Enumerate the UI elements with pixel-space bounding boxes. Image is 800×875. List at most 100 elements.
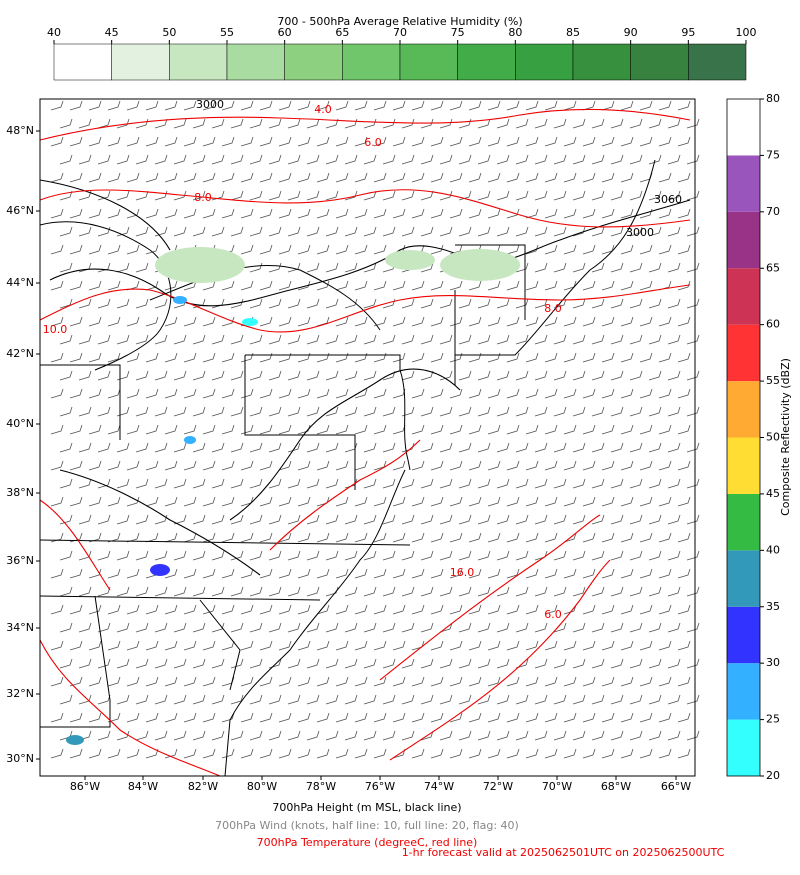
wind-barb [183, 568, 197, 579]
wind-barb [278, 568, 292, 579]
wind-barb [88, 208, 102, 219]
wind-barb [268, 370, 282, 381]
wind-barb [686, 406, 700, 417]
wind-barb [658, 100, 672, 111]
wind-barb [78, 622, 92, 633]
wind-barb [373, 532, 387, 543]
wind-barb [69, 712, 83, 723]
wind-barb [69, 568, 83, 579]
colorbar-tick-label: 80 [766, 92, 780, 105]
wind-barb [126, 676, 140, 687]
wind-barb [107, 244, 121, 255]
wind-barb [230, 514, 244, 525]
wind-barb [439, 298, 453, 309]
wind-barb [525, 352, 539, 363]
wind-barb [50, 748, 64, 759]
wind-barb [496, 334, 510, 345]
wind-barb [620, 316, 634, 327]
wind-barb [164, 352, 178, 363]
wind-barb [392, 172, 406, 183]
colorbar-tick-label: 70 [393, 26, 407, 39]
lon-label: 76°W [365, 780, 395, 793]
wind-barb [449, 424, 463, 435]
lon-label: 70°W [542, 780, 572, 793]
wind-barb [183, 496, 197, 507]
wind-barb [506, 136, 520, 147]
wind-barb [534, 406, 548, 417]
colorbar-segment [53, 43, 112, 81]
wind-barb [145, 316, 159, 327]
wind-barb [430, 280, 444, 291]
wind-barb [325, 370, 339, 381]
wind-barb [306, 658, 320, 669]
colorbar-tick-label: 45 [105, 26, 119, 39]
wind-barb [677, 208, 691, 219]
lat-label: 34°N [6, 621, 34, 634]
wind-barb [183, 640, 197, 651]
wind-barb [686, 262, 700, 273]
wind-barb [126, 604, 140, 615]
wind-barb [230, 658, 244, 669]
wind-barb [107, 316, 121, 327]
wind-barb [164, 496, 178, 507]
wind-barb [354, 244, 368, 255]
wind-barb [667, 622, 681, 633]
wind-barb [240, 244, 254, 255]
wind-barb [648, 262, 662, 273]
wind-barb [658, 460, 672, 471]
wind-barb [477, 514, 491, 525]
wind-barb [154, 190, 168, 201]
wind-barb [430, 208, 444, 219]
wind-barb [430, 604, 444, 615]
wind-barb [686, 514, 700, 525]
wind-barb [126, 460, 140, 471]
wind-barb [582, 172, 596, 183]
wind-barb [240, 532, 254, 543]
wind-barb [373, 136, 387, 147]
wind-barb [610, 478, 624, 489]
wind-barb [325, 442, 339, 453]
wind-barb [411, 316, 425, 327]
wind-barb [325, 622, 339, 633]
wind-barb [116, 298, 130, 309]
wind-barb [667, 658, 681, 669]
wind-barb [249, 622, 263, 633]
wind-barb [325, 226, 339, 237]
wind-barb [591, 262, 605, 273]
wind-barb [487, 532, 501, 543]
wind-barb [259, 568, 273, 579]
wind-barb [211, 226, 225, 237]
wind-barb [677, 604, 691, 615]
wind-barb [629, 154, 643, 165]
wind-barb [78, 658, 92, 669]
reflectivity-colorbar: 20 25 30 35 40 45 50 55 60 65 70 75 80 [726, 92, 780, 782]
wind-barb [591, 334, 605, 345]
wind-barb [249, 334, 263, 345]
wind-barb [240, 424, 254, 435]
wind-barb [116, 190, 130, 201]
wind-barb [639, 100, 653, 111]
wind-barb [69, 136, 83, 147]
wind-barb [316, 676, 330, 687]
wind-barb [249, 298, 263, 309]
wind-barb [591, 658, 605, 669]
lon-label: 82°W [188, 780, 218, 793]
wind-barb [477, 694, 491, 705]
wind-barb [430, 172, 444, 183]
wind-barb [658, 568, 672, 579]
wind-barb [373, 568, 387, 579]
wind-barb [686, 442, 700, 453]
wind-barb [192, 694, 206, 705]
wind-barb [259, 604, 273, 615]
wind-barb [164, 604, 178, 615]
wind-barb [306, 694, 320, 705]
wind-barb [325, 478, 339, 489]
wind-barb [126, 208, 140, 219]
wind-barb [610, 406, 624, 417]
wind-barb [221, 496, 235, 507]
wind-barb [59, 118, 73, 129]
wind-barb [126, 748, 140, 759]
wind-barb [316, 424, 330, 435]
wind-barb [639, 640, 653, 651]
wind-barb [392, 316, 406, 327]
